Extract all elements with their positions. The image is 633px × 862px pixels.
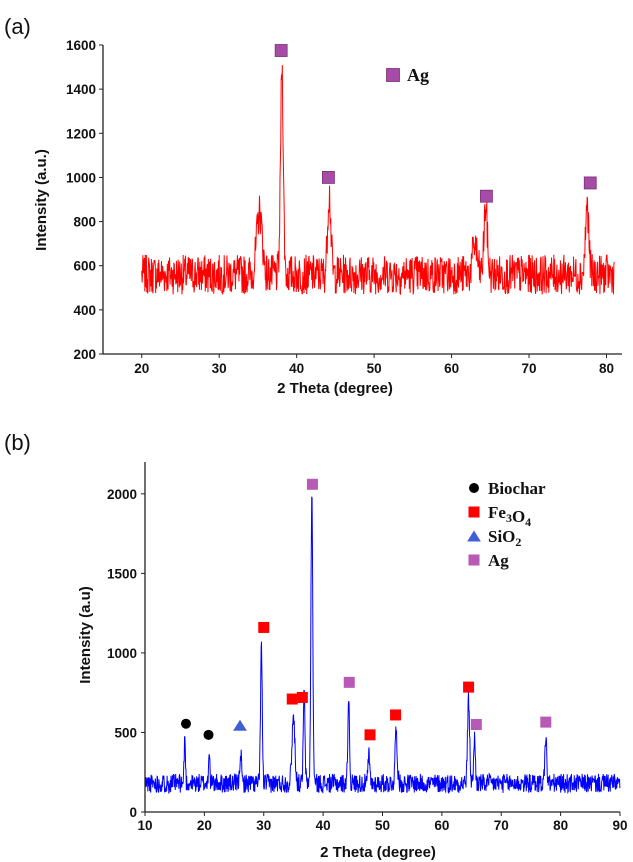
phase-marker-fe3o4 (296, 691, 308, 703)
y-tick-label: 1400 (66, 82, 96, 97)
x-tick-label: 80 (599, 361, 614, 376)
phase-marker-fe3o4 (286, 693, 298, 705)
legend-label-fe3o4: Fe3O4 (488, 503, 531, 529)
phase-marker-sio2 (233, 719, 247, 731)
panel-a-legend: Ag (386, 65, 429, 85)
panel-b-series (144, 496, 621, 795)
legend-label-sio2: SiO2 (488, 527, 521, 549)
phase-marker-ag (540, 716, 552, 728)
y-tick-label: 200 (73, 347, 96, 362)
panel-a-chart: (a) 20 30 40 50 60 70 80 200 400 600 800 1000 1200 14… (4, 14, 622, 397)
x-tick-label: 60 (434, 818, 449, 833)
xrd-series-line (144, 496, 621, 795)
panel-b-x-axis-title: 2 Theta (degree) (320, 844, 436, 861)
x-tick-label: 30 (212, 361, 227, 376)
panel-b-chart: (b) 10 20 30 40 50 60 70 80 90 0 500 1000 1500 2000 B… (4, 430, 628, 861)
phase-marker-ag (274, 44, 288, 57)
x-tick-label: 40 (289, 361, 304, 376)
phase-marker-biochar (180, 718, 191, 729)
x-tick-label: 20 (134, 361, 149, 376)
phase-marker-fe3o4 (463, 681, 475, 693)
phase-marker-fe3o4 (390, 709, 402, 721)
phase-marker-ag (480, 189, 493, 203)
y-tick-label: 1000 (107, 646, 137, 661)
y-tick-label: 500 (114, 725, 137, 740)
x-tick-label: 50 (367, 361, 382, 376)
y-tick-label: 1500 (107, 566, 137, 581)
x-tick-label: 20 (197, 818, 212, 833)
legend-label-ag: Ag (407, 65, 429, 85)
x-tick-label: 60 (444, 361, 459, 376)
phase-marker-ag (583, 176, 597, 190)
y-tick-label: 0 (129, 805, 137, 820)
x-tick-label: 50 (375, 818, 390, 833)
x-tick-label: 80 (553, 818, 568, 833)
panel-b-y-axis-title: Intensity (a.u) (77, 586, 94, 684)
panel-a-y-axis-title: Intensity (a.u.) (33, 149, 50, 251)
phase-marker-ag (470, 719, 482, 730)
x-tick-label: 90 (612, 818, 627, 833)
y-tick-label: 1600 (66, 38, 96, 53)
x-tick-label: 70 (522, 361, 537, 376)
legend-symbol-ag (468, 554, 480, 566)
legend-symbol-sio2 (467, 530, 481, 542)
panel-a-x-axis-title: 2 Theta (degree) (277, 380, 393, 397)
panel-b-label: (b) (4, 430, 31, 455)
panel-b-markers (180, 478, 552, 741)
panel-a-series (141, 65, 615, 296)
phase-marker-fe3o4 (364, 729, 376, 741)
panel-a-axes: 20 30 40 50 60 70 80 200 400 600 800 1000 1200 1400 16… (66, 38, 622, 376)
legend-symbol-biochar (469, 483, 479, 493)
panel-a-label: (a) (4, 14, 31, 39)
legend-symbol-ag (386, 68, 400, 82)
y-tick-label: 2000 (107, 487, 137, 502)
xrd-series-line (141, 65, 615, 296)
x-tick-label: 30 (256, 818, 271, 833)
panel-a-markers (274, 44, 597, 203)
legend-symbol-fe3o4 (468, 506, 480, 518)
legend-label-ag: Ag (488, 551, 509, 570)
phase-marker-biochar (203, 729, 214, 740)
x-tick-label: 40 (316, 818, 331, 833)
y-tick-label: 1000 (66, 170, 96, 185)
legend-label-biochar: Biochar (488, 479, 546, 498)
phase-marker-fe3o4 (258, 621, 270, 633)
phase-marker-ag (343, 676, 355, 688)
x-tick-label: 10 (137, 818, 152, 833)
x-tick-label: 70 (494, 818, 509, 833)
y-tick-label: 400 (73, 303, 96, 318)
y-tick-label: 600 (73, 259, 96, 274)
phase-marker-ag (322, 171, 335, 184)
panel-b-axes: 10 20 30 40 50 60 70 80 90 0 500 1000 1500 2000 (107, 462, 628, 833)
phase-marker-ag (306, 478, 318, 490)
y-tick-label: 1200 (66, 126, 96, 141)
y-tick-label: 800 (73, 215, 96, 230)
